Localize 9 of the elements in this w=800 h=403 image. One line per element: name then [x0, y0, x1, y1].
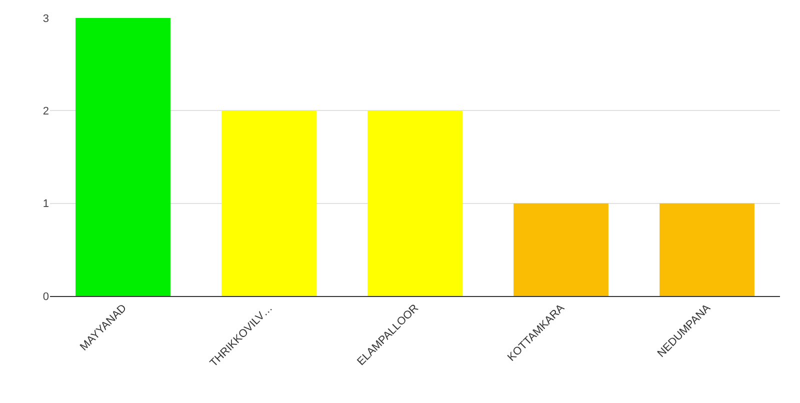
bar — [514, 203, 608, 296]
y-tick-label: 2 — [42, 106, 49, 118]
bar — [222, 110, 316, 296]
bar — [76, 18, 170, 296]
y-tick-label: 1 — [42, 198, 49, 210]
y-tick-label: 0 — [42, 290, 49, 303]
y-tick-label: 3 — [42, 12, 49, 25]
bar — [368, 110, 462, 296]
bar — [660, 203, 754, 296]
